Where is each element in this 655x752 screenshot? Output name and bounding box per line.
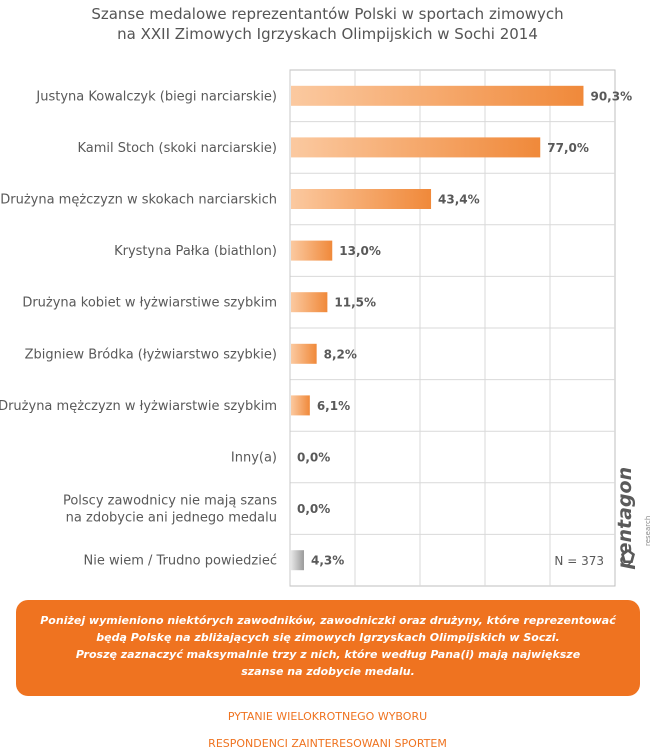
value-label: 4,3% <box>311 554 344 568</box>
bars <box>291 85 584 571</box>
question-type-label: PYTANIE WIELOKROTNEGO WYBORU <box>227 710 428 723</box>
question-line-2: będą Polskę na zbliżających się zimowych… <box>96 631 560 644</box>
chart-title-line-2: na XXII Zimowych Igrzyskach Olimpijskich… <box>117 25 538 43</box>
value-label: 13,0% <box>339 244 381 258</box>
category-label: Polscy zawodnicy nie mają szans <box>63 494 277 509</box>
bar <box>291 189 432 209</box>
category-label: Drużyna mężczyzn w skokach narciarskich <box>0 193 277 208</box>
category-label: Nie wiem / Trudno powiedzieć <box>84 554 278 569</box>
value-label: 11,5% <box>334 296 376 310</box>
bar <box>291 85 584 106</box>
value-label: 77,0% <box>547 141 589 155</box>
bar <box>291 395 310 416</box>
bar <box>291 550 304 571</box>
question-line-1: Poniżej wymieniono niektórych zawodników… <box>40 614 616 627</box>
sample-size-note: N = 373 <box>554 554 604 568</box>
pentagon-logo-icon <box>621 549 635 563</box>
bar-chart: Justyna Kowalczyk (biegi narciarskie) Kam… <box>0 69 632 587</box>
value-label: 43,4% <box>438 193 480 207</box>
value-label: 8,2% <box>324 347 357 361</box>
category-label: Kamil Stoch (skoki narciarskie) <box>77 141 277 156</box>
category-labels: Justyna Kowalczyk (biegi narciarskie) Kam… <box>0 89 277 568</box>
bar <box>291 292 328 313</box>
question-box: Poniżej wymieniono niektórych zawodników… <box>16 600 640 696</box>
value-label: 90,3% <box>590 89 632 103</box>
pentagon-logo: pentagon research <box>612 467 652 570</box>
category-label: Zbigniew Bródka (łyżwiarstwo szybkie) <box>25 347 277 362</box>
category-label: na zdobycie ani jednego medalu <box>66 511 277 526</box>
category-label: Drużyna kobiet w łyżwiarstiwe szybkim <box>22 296 277 311</box>
value-label: 6,1% <box>317 399 350 413</box>
bar <box>291 343 317 364</box>
bar <box>291 137 541 158</box>
value-labels: 90,3% 77,0% 43,4% 13,0% 11,5% 8,2% 6,1% 0,0% 0,0… <box>297 89 632 567</box>
respondents-label: RESPONDENCI ZAINTERESOWANI SPORTEM <box>208 737 447 750</box>
logo-sub-text: research <box>644 515 652 546</box>
category-label: Drużyna mężczyzn w łyżwiarstwie szybkim <box>0 399 277 414</box>
category-label: Inny(a) <box>231 451 277 466</box>
category-label: Justyna Kowalczyk (biegi narciarskie) <box>35 89 277 104</box>
value-label: 0,0% <box>297 451 330 465</box>
question-line-3: Proszę zaznaczyć maksymalnie trzy z nich… <box>75 648 581 661</box>
chart-title-line-1: Szanse medalowe reprezentantów Polski w … <box>91 5 564 23</box>
category-label: Krystyna Pałka (biathlon) <box>114 244 277 259</box>
value-label: 0,0% <box>297 502 330 516</box>
question-line-4: szanse na zdobycie medalu. <box>241 665 415 678</box>
grid-lines <box>289 69 616 587</box>
chart-title: Szanse medalowe reprezentantów Polski w … <box>0 4 655 44</box>
bar <box>291 240 333 261</box>
